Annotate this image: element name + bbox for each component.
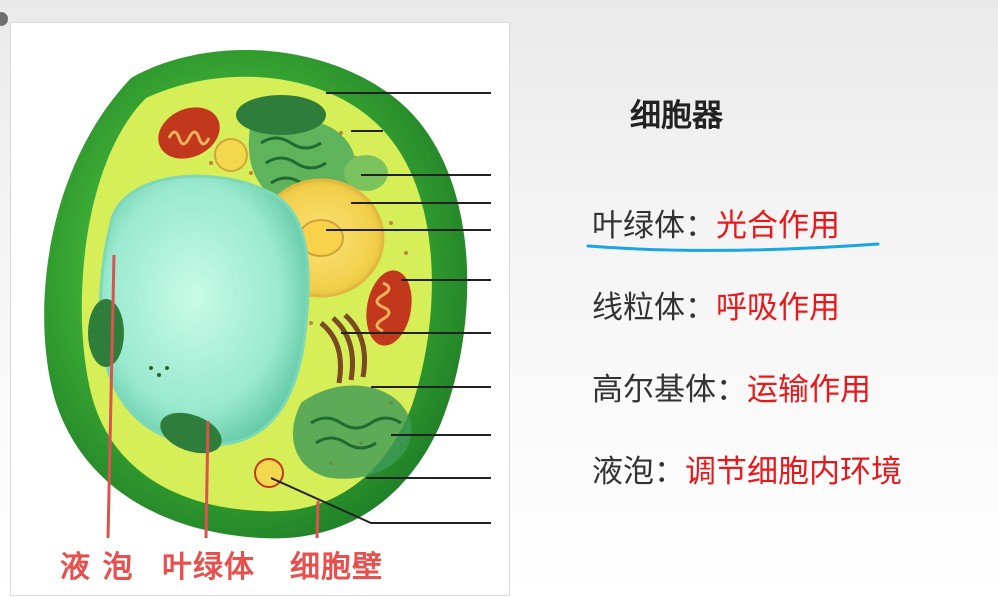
- vesicle-bottom: [254, 458, 284, 488]
- corner-dot: [0, 12, 8, 26]
- function-text: 调节细胞内环境: [685, 454, 902, 490]
- pointer-lines: [270, 92, 491, 524]
- separator: ：: [685, 208, 716, 244]
- caption-cell-wall: 细胞壁: [290, 550, 383, 585]
- highlight-underline: [586, 242, 880, 252]
- vesicle-top: [214, 138, 248, 172]
- golgi-apparatus: [319, 313, 368, 384]
- separator: ：: [716, 372, 747, 408]
- ribosome-cluster: [344, 155, 388, 191]
- plant-cell-diagram: [44, 50, 491, 539]
- function-row-mitochondrion: 线粒体：呼吸作用: [592, 288, 840, 328]
- organelle-name: 高尔基体: [592, 372, 716, 408]
- separator: ：: [685, 290, 716, 326]
- function-text: 光合作用: [716, 208, 840, 244]
- function-text: 呼吸作用: [716, 290, 840, 326]
- function-text: 运输作用: [747, 372, 871, 408]
- function-row-chloroplast: 叶绿体：光合作用: [592, 206, 840, 246]
- vacuole-shape: [99, 174, 310, 447]
- separator: ：: [654, 454, 685, 490]
- function-row-vacuole: 液泡：调节细胞内环境: [592, 452, 902, 492]
- caption-pointer-lines: [106, 254, 320, 539]
- organelle-name: 线粒体: [592, 290, 685, 326]
- caption-chloroplast: 叶绿体: [162, 550, 255, 585]
- organelle-name: 叶绿体: [592, 208, 685, 244]
- chloroplast-left: [88, 299, 124, 367]
- function-row-golgi: 高尔基体：运输作用: [592, 370, 871, 410]
- lower-er: [292, 385, 412, 479]
- organelle-name: 液泡: [592, 454, 654, 490]
- diagram-frame: [10, 22, 510, 596]
- chloroplast-top: [236, 95, 326, 135]
- mitochondrion-top: [158, 107, 220, 159]
- caption-vacuole: 液 泡: [60, 550, 134, 585]
- page-title: 细胞器: [630, 98, 723, 134]
